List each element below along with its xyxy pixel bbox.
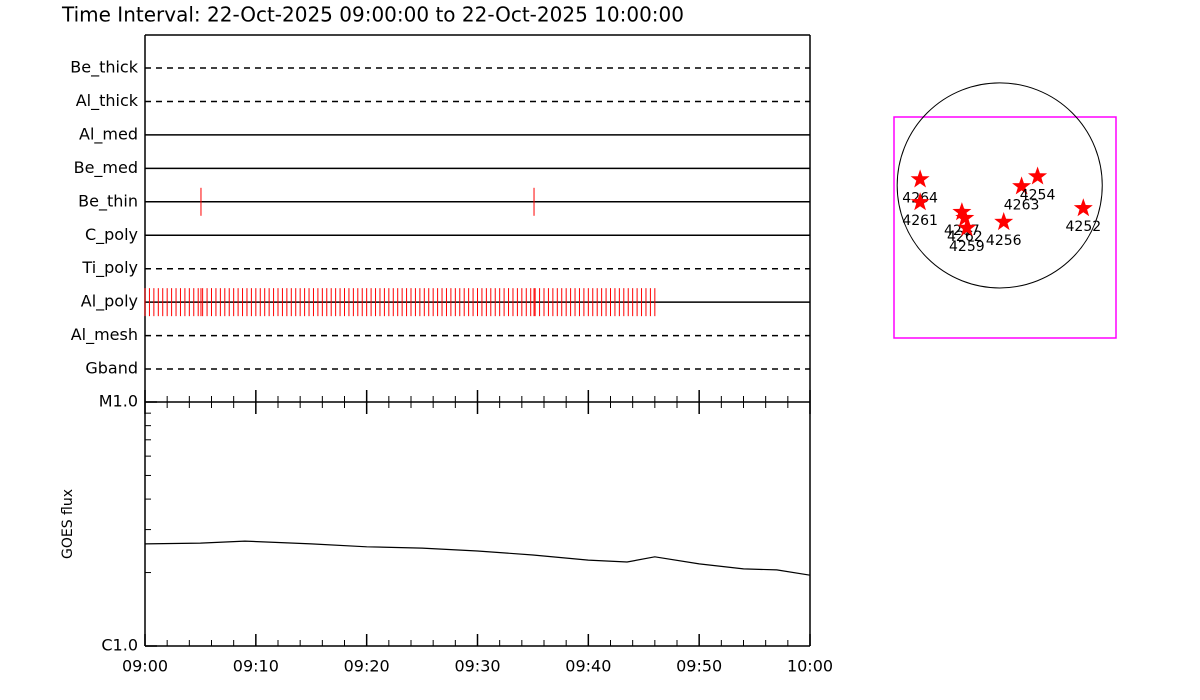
solar-limb <box>896 82 1103 289</box>
x-tick-label: 09:40 <box>565 657 611 676</box>
row-label: Al_poly <box>81 292 138 312</box>
x-tick-label: 09:10 <box>233 657 279 676</box>
row-label: Be_thin <box>78 191 138 211</box>
x-tick-label: 09:00 <box>122 657 168 676</box>
region-label: 4256 <box>986 233 1022 249</box>
region-label: 4259 <box>949 239 985 255</box>
goes-curve <box>144 540 811 576</box>
active-region <box>1028 166 1048 185</box>
active-region <box>955 208 975 227</box>
region-label: 4254 <box>1020 187 1056 203</box>
region-label: 4263 <box>1004 197 1040 213</box>
active-region <box>957 218 977 237</box>
row-label: C_poly <box>85 225 138 245</box>
region-label: 4252 <box>1066 219 1102 235</box>
row-label: Al_med <box>79 124 138 144</box>
region-label: 4261 <box>902 213 938 229</box>
y-tick-label: C1.0 <box>101 636 138 655</box>
chart-title: Time Interval: 22-Oct-2025 09:00:00 to 2… <box>61 3 684 27</box>
region-label: 4262 <box>947 229 983 245</box>
row-label: Al_mesh <box>71 325 138 345</box>
x-tick-label: 09:20 <box>344 657 390 676</box>
active-region <box>910 169 930 188</box>
active-region <box>1073 198 1093 217</box>
row-label: Be_med <box>74 158 138 178</box>
active-region <box>910 192 930 211</box>
active-region <box>994 212 1014 231</box>
row-label: Ti_poly <box>81 258 138 278</box>
row-label: Al_thick <box>76 91 139 111</box>
active-region <box>952 202 972 221</box>
y-axis-label: GOES flux <box>60 489 76 559</box>
y-tick-label: M1.0 <box>99 392 138 411</box>
row-label: Gband <box>85 359 138 378</box>
x-tick-label: 09:30 <box>454 657 500 676</box>
map-frame <box>893 116 1117 339</box>
row-label: Be_thick <box>70 58 138 78</box>
x-tick-label: 09:50 <box>676 657 722 676</box>
active-region <box>1012 176 1032 195</box>
x-tick-label: 10:00 <box>787 657 833 676</box>
